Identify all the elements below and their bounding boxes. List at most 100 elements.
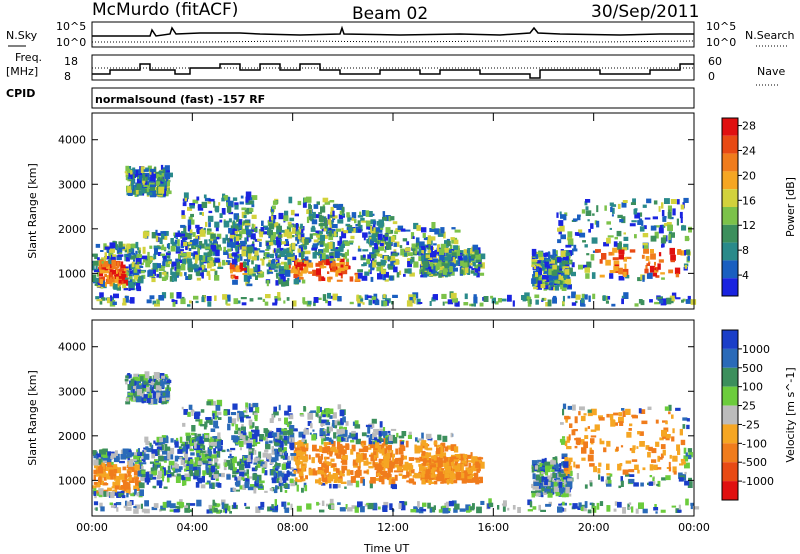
heatmap-cell <box>430 251 436 258</box>
heatmap-cell <box>116 507 119 512</box>
heatmap-cell <box>285 462 291 469</box>
heatmap-cell <box>185 448 188 455</box>
heatmap-cell <box>249 208 254 212</box>
heatmap-cell <box>204 197 211 202</box>
heatmap-cell <box>255 506 261 513</box>
heatmap-cell <box>245 191 252 198</box>
heatmap-cell <box>401 440 405 443</box>
heatmap-cell <box>423 274 428 278</box>
heatmap-cell <box>288 254 294 257</box>
heatmap-cell <box>223 465 227 471</box>
heatmap-cell <box>631 447 636 454</box>
heatmap-cell <box>301 279 306 284</box>
heatmap-cell <box>203 256 210 261</box>
heatmap-cell <box>261 461 268 468</box>
heatmap-cell <box>131 252 136 255</box>
heatmap-cell <box>590 435 597 438</box>
heatmap-cell <box>567 295 571 299</box>
heatmap-cell <box>467 476 472 482</box>
heatmap-cell <box>661 477 667 481</box>
heatmap-cell <box>248 449 253 452</box>
heatmap-cell <box>136 179 143 184</box>
heatmap-cell <box>606 440 611 447</box>
heatmap-cell <box>449 266 453 273</box>
heatmap-cell <box>361 275 368 281</box>
heatmap-cell <box>342 429 348 437</box>
heatmap-cell <box>122 298 126 304</box>
heatmap-cell <box>135 169 139 177</box>
heatmap-cell <box>268 230 271 237</box>
heatmap-cell <box>378 246 385 251</box>
heatmap-cell <box>452 263 456 268</box>
heatmap-cell <box>253 436 258 443</box>
heatmap-cell <box>460 462 467 466</box>
heatmap-cell <box>309 233 313 239</box>
heatmap-cell <box>616 446 619 452</box>
heatmap-cell <box>429 269 433 272</box>
heatmap-cell <box>589 482 593 487</box>
heatmap-cell <box>363 460 369 466</box>
heatmap-cell <box>320 206 326 213</box>
heatmap-cell <box>138 250 141 257</box>
heatmap-cell <box>213 467 218 471</box>
heatmap-cell <box>627 503 630 510</box>
heatmap-cell <box>244 464 251 469</box>
heatmap-cell <box>232 403 238 410</box>
heatmap-cell <box>184 506 190 513</box>
heatmap-cell <box>120 261 124 268</box>
heatmap-cell <box>140 270 145 274</box>
heatmap-cell <box>293 428 298 432</box>
heatmap-cell <box>414 457 419 460</box>
heatmap-cell <box>373 448 378 456</box>
heatmap-cell <box>451 227 456 230</box>
heatmap-cell <box>369 239 375 246</box>
heatmap-cell <box>587 454 594 462</box>
heatmap-cell <box>420 275 425 278</box>
heatmap-cell <box>199 229 206 237</box>
heatmap-cell <box>444 446 449 452</box>
heatmap-cell <box>306 303 312 307</box>
heatmap-cell <box>289 432 295 438</box>
heatmap-cell <box>321 277 326 281</box>
heatmap-cell <box>331 424 336 428</box>
heatmap-cell <box>362 453 367 460</box>
heatmap-cell <box>136 493 140 497</box>
heatmap-cell <box>349 301 354 305</box>
heatmap-cell <box>284 410 289 416</box>
heatmap-cell <box>277 435 283 440</box>
heatmap-cell <box>180 263 186 271</box>
heatmap-cell <box>176 292 182 299</box>
heatmap-cell <box>112 269 116 275</box>
heatmap-cell <box>134 381 137 386</box>
heatmap-cell <box>567 478 573 484</box>
heatmap-cell <box>383 444 388 447</box>
heatmap-cell <box>214 470 219 477</box>
heatmap-cell <box>182 447 187 451</box>
heatmap-cell <box>634 234 637 239</box>
heatmap-cell <box>94 277 99 283</box>
heatmap-cell <box>545 259 552 262</box>
heatmap-cell <box>286 471 290 478</box>
heatmap-cell <box>476 272 480 278</box>
heatmap-cell <box>286 231 293 239</box>
heatmap-cell <box>654 504 657 508</box>
heatmap-cell <box>379 421 383 428</box>
heatmap-cell <box>329 426 333 432</box>
heatmap-cell <box>531 483 536 489</box>
heatmap-cell <box>160 231 167 236</box>
heatmap-cell <box>171 276 174 282</box>
heatmap-cell <box>683 197 689 203</box>
heatmap-cell <box>688 452 693 458</box>
heatmap-cell <box>670 254 676 261</box>
heatmap-cell <box>204 421 208 428</box>
heatmap-cell <box>178 249 184 252</box>
heatmap-cell <box>225 234 228 241</box>
heatmap-cell <box>162 467 166 470</box>
heatmap-cell <box>198 267 202 271</box>
heatmap-cell <box>186 458 190 465</box>
heatmap-cell <box>450 444 457 451</box>
heatmap-cell <box>348 435 354 439</box>
heatmap-cell <box>204 437 210 442</box>
freq-tick-bottom: 8 <box>64 70 71 83</box>
heatmap-cell <box>538 256 544 261</box>
